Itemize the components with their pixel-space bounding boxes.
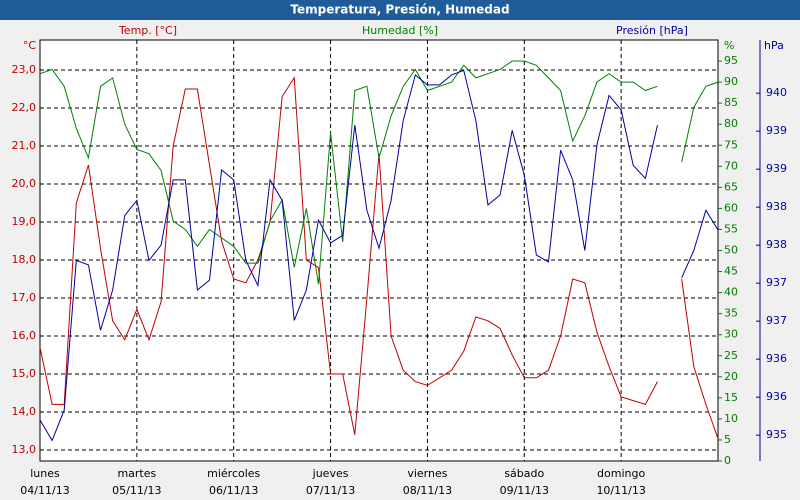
y3-tick-label: 938: [766, 200, 787, 213]
y2-tick-label: 55: [724, 222, 738, 235]
y-tick-label: 18,0: [12, 253, 37, 266]
y2-tick-label: 45: [724, 265, 738, 278]
y2-tick-label: 50: [724, 244, 738, 257]
y3-tick-label: 935: [766, 428, 787, 441]
y-tick-label: 22,0: [12, 101, 37, 114]
y-tick-label: 17,0: [12, 291, 37, 304]
y3-tick-label: 936: [766, 352, 787, 365]
y3-tick-label: 936: [766, 390, 787, 403]
x-tick-label: jueves: [312, 467, 349, 480]
y-tick-label: 14,0: [12, 405, 37, 418]
y-unit: °C: [23, 39, 37, 52]
y3-tick-label: 938: [766, 238, 787, 251]
x-tick-label: lunes: [30, 467, 60, 480]
y-tick-label: 21,0: [12, 139, 37, 152]
x-tick-label: viernes: [407, 467, 447, 480]
y2-unit: %: [724, 39, 734, 52]
x-tick-label: domingo: [597, 467, 645, 480]
plot-area: [39, 39, 719, 462]
y2-tick-label: 70: [724, 159, 738, 172]
series-label: Presión [hPa]: [616, 24, 688, 37]
y-tick-label: 23,0: [12, 63, 37, 76]
x-tick-date: 04/11/13: [20, 484, 69, 497]
series-line: [39, 60, 658, 285]
y2-tick-label: 30: [724, 328, 738, 341]
y2-tick-label: 65: [724, 180, 738, 193]
y2-tick-label: 60: [724, 201, 738, 214]
x-tick-label: miércoles: [207, 467, 260, 480]
series-label: Temp. [°C]: [118, 24, 177, 37]
y2-tick-label: 90: [724, 75, 738, 88]
y2-tick-label: 0: [724, 454, 731, 467]
x-tick-date: 08/11/13: [403, 484, 452, 497]
y2-tick-label: 10: [724, 412, 738, 425]
y2-tick-label: 40: [724, 286, 738, 299]
y3-tick-label: 937: [766, 314, 787, 327]
y-tick-label: 20,0: [12, 177, 37, 190]
y2-tick-label: 25: [724, 349, 738, 362]
series-line: [39, 69, 658, 442]
y3-tick-label: 937: [766, 276, 787, 289]
y-tick-label: 13,0: [12, 443, 37, 456]
series-line: [681, 209, 719, 279]
y3-tick-label: 939: [766, 162, 787, 175]
y-tick-label: 19,0: [12, 215, 37, 228]
x-tick-label: sábado: [504, 467, 544, 480]
x-tick-date: 09/11/13: [500, 484, 549, 497]
y2-tick-label: 85: [724, 96, 738, 109]
title-bar: [0, 0, 800, 20]
x-tick-date: 10/11/13: [596, 484, 645, 497]
y2-tick-label: 75: [724, 138, 738, 151]
y-tick-label: 16,0: [12, 329, 37, 342]
y2-tick-label: 5: [724, 433, 731, 446]
y2-tick-label: 20: [724, 370, 738, 383]
x-tick-label: martes: [117, 467, 156, 480]
y-tick-label: 15,0: [12, 367, 37, 380]
x-tick-date: 07/11/13: [306, 484, 355, 497]
y2-tick-label: 95: [724, 54, 738, 67]
y2-tick-label: 35: [724, 307, 738, 320]
x-tick-date: 05/11/13: [112, 484, 161, 497]
series-line: [681, 278, 719, 439]
y3-tick-label: 939: [766, 124, 787, 137]
series-line: [681, 81, 719, 163]
y3-tick-label: 940: [766, 86, 787, 99]
y3-unit: hPa: [764, 39, 784, 52]
y2-tick-label: 80: [724, 117, 738, 130]
y2-tick-label: 15: [724, 391, 738, 404]
series-label: Humedad [%]: [362, 24, 438, 37]
x-tick-date: 06/11/13: [209, 484, 258, 497]
chart-title: Temperatura, Presión, Humedad: [290, 3, 509, 17]
series-line: [39, 76, 658, 435]
